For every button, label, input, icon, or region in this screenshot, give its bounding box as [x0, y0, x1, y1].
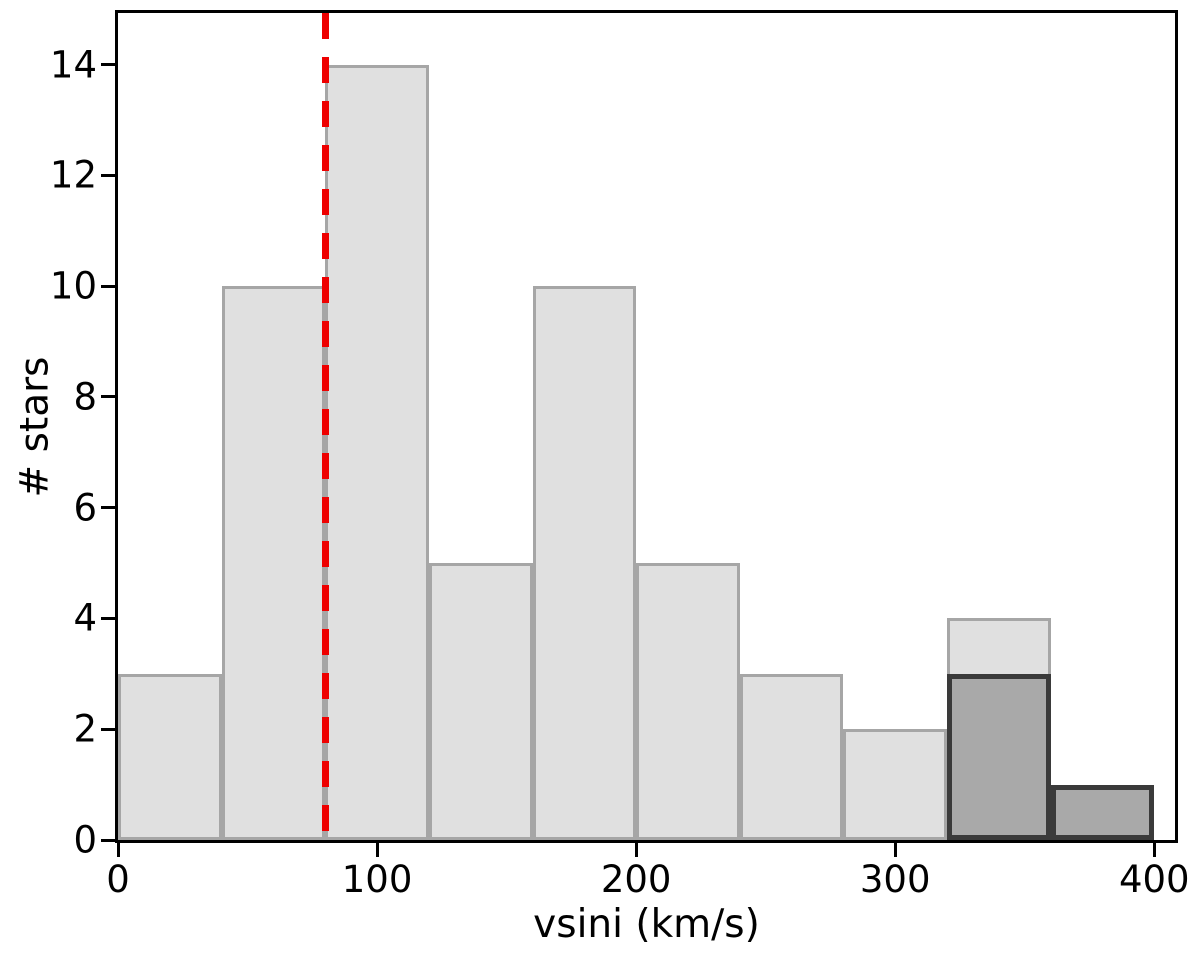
y-tick-label: 2 [73, 707, 97, 751]
histogram-bar [636, 563, 740, 840]
dark-histogram-bar [1050, 784, 1155, 840]
histogram-bar [428, 563, 533, 840]
y-tick [101, 616, 115, 620]
y-tick [101, 284, 115, 288]
histogram-bar [221, 286, 326, 840]
x-tick-label: 100 [341, 858, 413, 901]
plot-area [115, 10, 1178, 843]
y-tick-label: 12 [49, 153, 97, 197]
x-tick-label: 0 [106, 858, 130, 901]
y-tick [101, 395, 115, 399]
y-tick-label: 0 [73, 818, 97, 862]
x-tick [375, 843, 379, 857]
y-axis-label: # stars [12, 356, 58, 497]
y-tick-label: 10 [49, 264, 97, 308]
histogram-bar [325, 64, 429, 840]
x-tick [893, 843, 897, 857]
vline-dashed [321, 13, 329, 840]
histogram-bar [739, 673, 844, 840]
x-tick-label: 200 [600, 858, 672, 901]
histogram-bar [532, 286, 637, 840]
x-tick [116, 843, 120, 857]
y-tick [101, 838, 115, 842]
x-tick [1152, 843, 1156, 857]
y-tick-label: 14 [49, 43, 97, 86]
y-tick-label: 8 [73, 375, 97, 419]
y-tick-label: 6 [73, 486, 97, 530]
histogram-bar [843, 729, 948, 840]
x-tick-label: 300 [859, 858, 931, 901]
y-tick [101, 506, 115, 510]
x-tick [634, 843, 638, 857]
histogram-bar [118, 673, 222, 840]
y-tick [101, 727, 115, 731]
y-tick [101, 63, 115, 66]
x-axis-label: vsini (km/s) [533, 902, 760, 947]
y-tick-label: 4 [73, 596, 97, 640]
y-tick [101, 173, 115, 177]
dark-histogram-bar [947, 673, 1051, 840]
x-tick-label: 400 [1118, 858, 1190, 901]
